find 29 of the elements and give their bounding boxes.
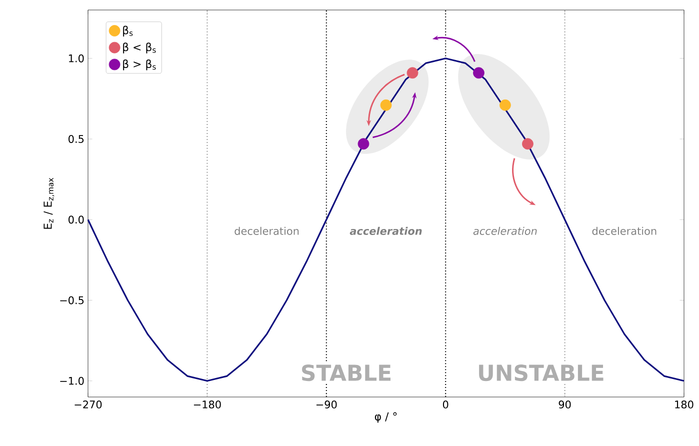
legend-label: β > β$_{s}$ xyxy=(123,60,156,70)
x-tick-label: −270 xyxy=(74,400,102,408)
y-axis-title: E$_{z}$ / E$_{z,max}$ xyxy=(44,178,54,229)
point xyxy=(473,67,484,79)
y-tick-label: 1.0 xyxy=(68,54,84,62)
x-axis-title: φ / ° xyxy=(374,412,397,423)
x-tick-label: −180 xyxy=(194,400,221,408)
y-tick-label: 0.5 xyxy=(68,135,84,143)
point xyxy=(358,138,370,150)
x-tick-label: 180 xyxy=(675,400,694,408)
point xyxy=(380,99,392,111)
point xyxy=(522,138,534,150)
y-tick-label: −0.5 xyxy=(60,296,84,304)
x-tick-label: −90 xyxy=(316,400,337,408)
annotation: STABLE xyxy=(302,364,390,382)
legend-label: β$_{s}$ xyxy=(123,26,133,36)
y-tick-label: 0.0 xyxy=(68,216,84,224)
x-tick-label: 0 xyxy=(442,400,448,408)
annotation: acceleration xyxy=(350,226,422,235)
annotation: deceleration xyxy=(234,226,299,235)
x-tick-label: 90 xyxy=(558,400,571,408)
line-series xyxy=(87,58,685,382)
legend-label: β < β$_{s}$ xyxy=(123,42,156,54)
y-tick-label: −1.0 xyxy=(60,376,84,385)
annotation: deceleration xyxy=(592,226,656,235)
point xyxy=(406,67,418,79)
annotation: acceleration xyxy=(473,226,537,235)
point xyxy=(500,99,511,111)
annotation: UNSTABLE xyxy=(479,364,604,382)
